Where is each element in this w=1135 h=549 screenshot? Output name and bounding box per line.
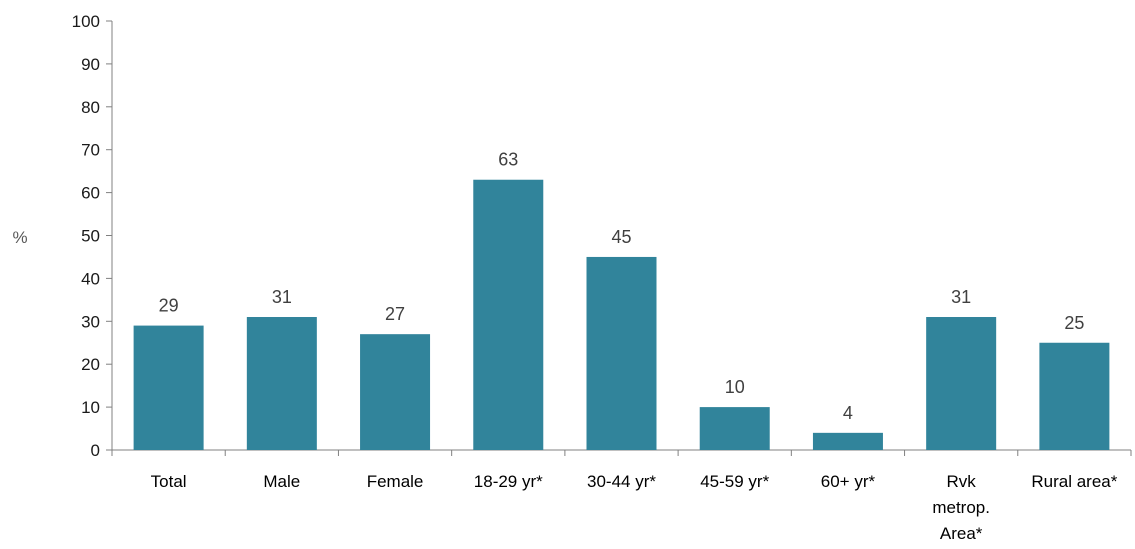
y-tick-label: 40 xyxy=(81,269,100,288)
data-label: 25 xyxy=(1064,313,1084,333)
x-category-label: 30-44 yr* xyxy=(587,472,656,491)
bar xyxy=(246,317,317,450)
y-tick-label: 70 xyxy=(81,141,100,160)
y-tick-label: 100 xyxy=(72,12,100,31)
y-axis-ticks: 0 10 20 30 40 50 60 70 80 90 100 xyxy=(72,12,112,460)
bar xyxy=(699,407,770,450)
x-category-label: Rvk metrop. Area* xyxy=(932,472,990,543)
x-category-label: Female xyxy=(367,472,424,491)
data-label: 4 xyxy=(843,403,853,423)
x-category-label: 60+ yr* xyxy=(821,472,876,491)
x-category-label: 45-59 yr* xyxy=(700,472,769,491)
data-labels: 29 31 27 63 45 10 4 31 25 xyxy=(159,150,1085,423)
data-label: 63 xyxy=(498,150,518,170)
bars xyxy=(133,179,1110,451)
bar xyxy=(360,334,431,450)
data-label: 27 xyxy=(385,304,405,324)
x-category-label: Total xyxy=(151,472,187,491)
x-category-label: Male xyxy=(263,472,300,491)
y-tick-label: 0 xyxy=(91,441,100,460)
y-tick-label: 50 xyxy=(81,227,100,246)
data-label: 29 xyxy=(159,296,179,316)
y-tick-label: 30 xyxy=(81,312,100,331)
bar xyxy=(1039,342,1110,450)
x-category-label: 18-29 yr* xyxy=(474,472,543,491)
data-label: 10 xyxy=(725,377,745,397)
bar xyxy=(473,179,544,451)
y-tick-label: 10 xyxy=(81,398,100,417)
data-label: 31 xyxy=(272,287,292,307)
x-category-label: Rural area* xyxy=(1031,472,1117,491)
x-axis-labels: Total Male Female 18-29 yr* 30-44 yr* 45-59 y… xyxy=(151,472,1118,543)
y-tick-label: 90 xyxy=(81,55,100,74)
y-tick-label: 60 xyxy=(81,184,100,203)
bar xyxy=(926,317,997,450)
bar xyxy=(812,432,883,450)
y-tick-label: 80 xyxy=(81,98,100,117)
bar xyxy=(586,256,657,450)
data-label: 45 xyxy=(611,227,631,247)
bar xyxy=(133,325,204,450)
data-label: 31 xyxy=(951,287,971,307)
y-axis-title: % xyxy=(12,228,27,247)
y-tick-label: 20 xyxy=(81,355,100,374)
